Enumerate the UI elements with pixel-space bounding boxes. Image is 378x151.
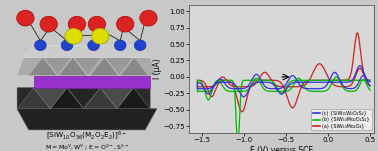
- Polygon shape: [29, 57, 57, 76]
- Polygon shape: [120, 57, 149, 76]
- Polygon shape: [44, 57, 72, 76]
- Polygon shape: [17, 88, 50, 109]
- Polygon shape: [100, 88, 133, 109]
- Circle shape: [88, 40, 99, 51]
- Polygon shape: [17, 109, 157, 130]
- Polygon shape: [133, 88, 150, 109]
- Circle shape: [68, 16, 85, 32]
- Circle shape: [88, 16, 105, 32]
- Polygon shape: [59, 57, 87, 76]
- Text: $[\mathrm{SiW_{10}O_{36}(M_2O_2E_2)}]^{6-}$: $[\mathrm{SiW_{10}O_{36}(M_2O_2E_2)}]^{6…: [46, 130, 127, 142]
- Circle shape: [134, 40, 146, 51]
- Circle shape: [115, 40, 126, 51]
- Circle shape: [116, 16, 134, 32]
- Polygon shape: [90, 57, 119, 76]
- Polygon shape: [17, 57, 157, 76]
- Polygon shape: [84, 88, 117, 109]
- Polygon shape: [117, 88, 150, 109]
- Circle shape: [61, 40, 73, 51]
- Polygon shape: [50, 88, 84, 109]
- Circle shape: [140, 10, 157, 26]
- Y-axis label: I (μA): I (μA): [153, 58, 162, 79]
- Polygon shape: [67, 88, 100, 109]
- Circle shape: [65, 28, 82, 44]
- Legend: (c) {SiW₁₀W₂O₂S₂}, (b) {SiW₁₀Mo₂O₂S₂}, (a) {SiW₁₀Mo₂O₄}: (c) {SiW₁₀W₂O₂S₂}, (b) {SiW₁₀Mo₂O₂S₂}, (…: [311, 109, 372, 130]
- Polygon shape: [74, 57, 102, 76]
- Text: $\mathrm{M = Mo^V, W^V\,;\,E = O^{2-}, S^{2-}}$: $\mathrm{M = Mo^V, W^V\,;\,E = O^{2-}, S…: [45, 142, 129, 151]
- Circle shape: [34, 40, 46, 51]
- X-axis label: E (V) versus SCE: E (V) versus SCE: [250, 146, 313, 151]
- Bar: [34, 76, 150, 88]
- Polygon shape: [34, 88, 67, 109]
- Polygon shape: [17, 88, 34, 109]
- Circle shape: [91, 28, 109, 44]
- Polygon shape: [24, 45, 150, 57]
- Circle shape: [17, 10, 34, 26]
- Polygon shape: [105, 57, 133, 76]
- Circle shape: [40, 16, 57, 32]
